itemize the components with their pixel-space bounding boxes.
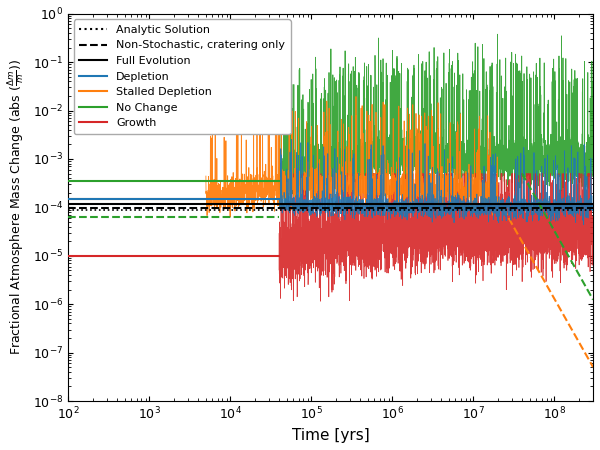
Legend: Analytic Solution, Non-Stochastic, cratering only, Full Evolution, Depletion, St: Analytic Solution, Non-Stochastic, crate… (74, 19, 290, 134)
X-axis label: Time [yrs]: Time [yrs] (292, 428, 370, 443)
Y-axis label: Fractional Atmosphere Mass Change (abs ($\frac{\Delta m}{m}$)): Fractional Atmosphere Mass Change (abs (… (7, 59, 28, 356)
